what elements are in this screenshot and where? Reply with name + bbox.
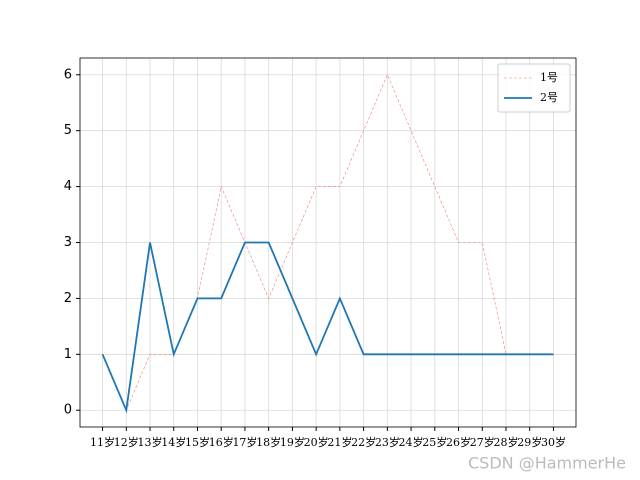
x-tick-label: 23岁 bbox=[375, 435, 400, 449]
y-tick-label: 5 bbox=[64, 123, 72, 138]
x-tick-label: 21岁 bbox=[327, 435, 352, 449]
x-tick-label: 27岁 bbox=[470, 435, 495, 449]
x-tick-label: 13岁 bbox=[138, 435, 163, 449]
y-tick-label: 1 bbox=[64, 347, 72, 362]
y-tick-label: 4 bbox=[64, 179, 72, 194]
y-tick-label: 0 bbox=[64, 403, 72, 418]
x-tick-label: 24岁 bbox=[399, 435, 424, 449]
x-tick-label: 14岁 bbox=[161, 435, 186, 449]
x-tick-label: 30岁 bbox=[541, 435, 566, 449]
x-tick-label: 29岁 bbox=[517, 435, 542, 449]
legend-box bbox=[497, 63, 571, 113]
x-tick-label: 22岁 bbox=[351, 435, 376, 449]
x-tick-label: 19岁 bbox=[280, 435, 305, 449]
plot-frame bbox=[79, 57, 577, 428]
y-tick-label: 2 bbox=[64, 291, 72, 306]
y-tick-label: 3 bbox=[64, 235, 72, 250]
x-tick-label: 11岁 bbox=[90, 435, 115, 449]
x-tick-label: 16岁 bbox=[209, 435, 234, 449]
series-line bbox=[101, 241, 554, 414]
x-tick-label: 18岁 bbox=[256, 435, 281, 449]
x-tick-label: 25岁 bbox=[422, 435, 447, 449]
x-tick-label: 20岁 bbox=[304, 435, 329, 449]
x-tick-label: 17岁 bbox=[232, 435, 257, 449]
legend: 1号 2号 bbox=[497, 63, 571, 113]
x-tick-label: 26岁 bbox=[446, 435, 471, 449]
legend-label: 1号 bbox=[540, 71, 558, 84]
x-tick-label: 15岁 bbox=[185, 435, 210, 449]
x-tick-label: 28岁 bbox=[493, 435, 518, 449]
y-tick-label: 6 bbox=[64, 67, 72, 82]
x-tick-label: 12岁 bbox=[114, 435, 139, 449]
watermark: CSDN @HammerHe bbox=[468, 454, 626, 473]
legend-label: 2号 bbox=[540, 91, 558, 104]
